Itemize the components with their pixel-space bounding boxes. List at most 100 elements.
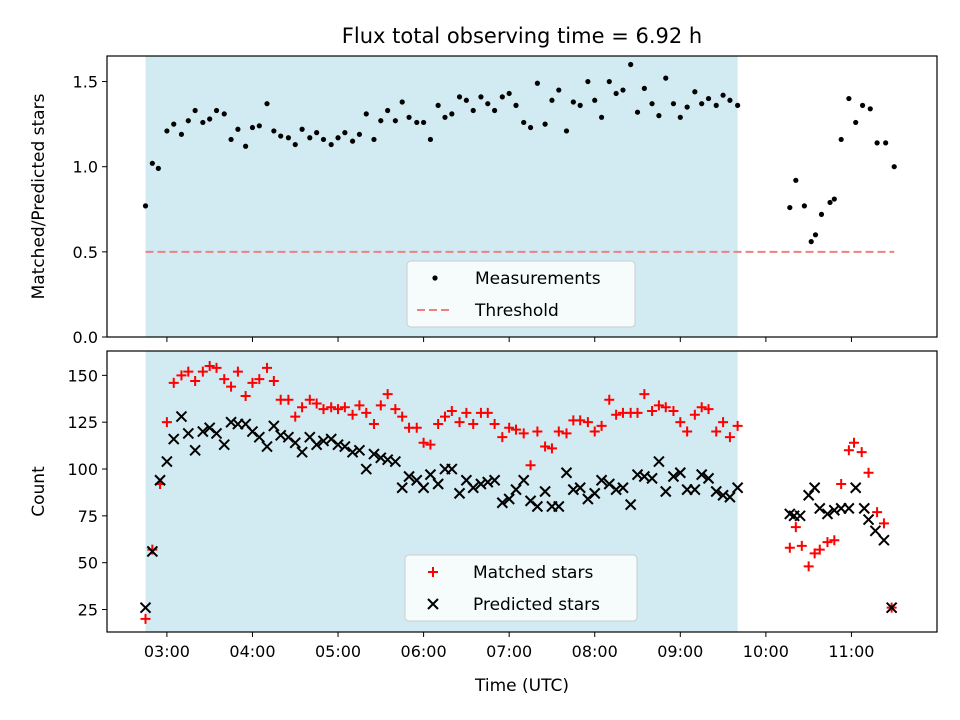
measurements-point xyxy=(292,141,298,148)
y-tick-label: 0.0 xyxy=(73,328,98,347)
matched-stars-point xyxy=(439,411,450,422)
measurements-point xyxy=(470,107,476,114)
matched-stars-point xyxy=(660,402,671,413)
matched-stars-point xyxy=(326,402,337,413)
measurements-point xyxy=(456,94,463,100)
predicted-stars-point xyxy=(518,474,530,486)
measurements-point xyxy=(228,136,234,143)
measurements-point xyxy=(399,99,405,105)
measurements-point xyxy=(178,131,185,137)
measurements-point xyxy=(606,78,612,85)
measurements-point xyxy=(859,102,866,108)
matched-stars-point xyxy=(863,467,874,478)
predicted-stars-point xyxy=(161,455,173,468)
matched-stars-point xyxy=(511,424,522,435)
matched-stars-point xyxy=(546,443,557,454)
measurements-point xyxy=(164,128,170,134)
matched-stars-point xyxy=(561,428,572,439)
matched-stars-point xyxy=(814,544,825,555)
measurements-point xyxy=(787,204,793,211)
predicted-stars-point xyxy=(858,502,870,515)
predicted-stars-point xyxy=(417,482,430,494)
measurements-point xyxy=(585,78,591,85)
predicted-stars-point xyxy=(539,485,551,498)
matched-stars-point xyxy=(147,544,158,555)
measurements-point xyxy=(463,97,469,103)
matched-stars-point xyxy=(575,415,586,426)
predicted-stars-point xyxy=(503,493,515,505)
predicted-stars-point xyxy=(574,482,586,494)
y-tick-label: 150 xyxy=(67,366,98,385)
predicted-stars-point xyxy=(339,440,351,453)
matched-stars-point xyxy=(632,407,643,418)
matched-stars-point xyxy=(204,360,215,371)
matched-stars-point xyxy=(247,377,258,388)
predicted-stars-point xyxy=(794,510,806,522)
predicted-stars-point xyxy=(689,483,701,496)
measurements-point xyxy=(577,102,583,108)
matched-stars-point xyxy=(829,535,840,546)
measurements-point xyxy=(342,130,348,136)
measurements-point xyxy=(243,143,249,149)
measurements-point xyxy=(846,95,852,102)
matched-stars-point xyxy=(361,407,372,418)
axes-frame xyxy=(106,350,938,633)
x-tick-label: 09:00 xyxy=(657,642,703,661)
predicted-stars-point xyxy=(396,482,408,494)
measurements-point xyxy=(335,135,341,141)
series-matched-stars xyxy=(140,360,897,624)
matched-stars-point xyxy=(333,404,344,415)
matched-stars-point xyxy=(596,420,607,431)
matched-stars-point xyxy=(489,419,500,430)
measurements-point xyxy=(221,111,227,117)
predicted-stars-point xyxy=(189,444,201,456)
x-tick-label: 11:00 xyxy=(828,642,874,661)
predicted-stars-point xyxy=(862,513,875,526)
measurements-point xyxy=(328,141,334,148)
predicted-stars-point xyxy=(368,448,380,460)
measurements-point xyxy=(883,140,889,146)
measurements-point xyxy=(641,85,647,91)
predicted-stars-point xyxy=(453,487,466,500)
measurements-point xyxy=(420,119,427,126)
measurements-point xyxy=(149,160,155,166)
measurements-point xyxy=(656,113,662,119)
matched-stars-point xyxy=(197,366,208,377)
matched-stars-point xyxy=(724,432,735,443)
predicted-stars-point xyxy=(446,463,458,475)
legend-label: Measurements xyxy=(475,269,601,289)
matched-stars-point xyxy=(461,407,472,418)
predicted-stars-point xyxy=(210,427,223,440)
measurements-point xyxy=(699,101,705,107)
matched-stars-point xyxy=(268,375,279,386)
x-tick-label: 10:00 xyxy=(743,642,789,661)
matched-stars-point xyxy=(347,409,358,420)
measurements-point xyxy=(853,119,859,126)
predicted-stars-point xyxy=(885,601,898,614)
measurements-point xyxy=(478,94,484,100)
legend-box xyxy=(404,554,638,622)
predicted-stars-point xyxy=(869,525,882,537)
matched-stars-point xyxy=(639,389,650,400)
measurements-point xyxy=(684,104,690,110)
matched-stars-point xyxy=(318,404,329,415)
matched-stars-point xyxy=(532,426,543,437)
measurements-point xyxy=(818,211,825,217)
measurements-point xyxy=(307,135,313,141)
measurements-point xyxy=(720,92,726,98)
y-tick-label: 1.0 xyxy=(73,158,98,177)
measurements-point xyxy=(256,123,262,129)
predicted-stars-point xyxy=(802,489,815,501)
predicted-stars-point xyxy=(695,468,708,481)
x-tick-label: 06:00 xyxy=(401,642,447,661)
matched-stars-point xyxy=(375,400,386,411)
predicted-stars-point xyxy=(197,425,209,438)
matched-stars-point xyxy=(518,428,529,439)
predicted-stars-point xyxy=(403,470,415,483)
matched-stars-point xyxy=(262,362,273,373)
matched-stars-point xyxy=(418,437,429,448)
matched-stars-point xyxy=(504,422,515,433)
matched-stars-point xyxy=(611,409,622,420)
matched-stars-point xyxy=(411,422,422,433)
matched-stars-point xyxy=(232,366,243,377)
